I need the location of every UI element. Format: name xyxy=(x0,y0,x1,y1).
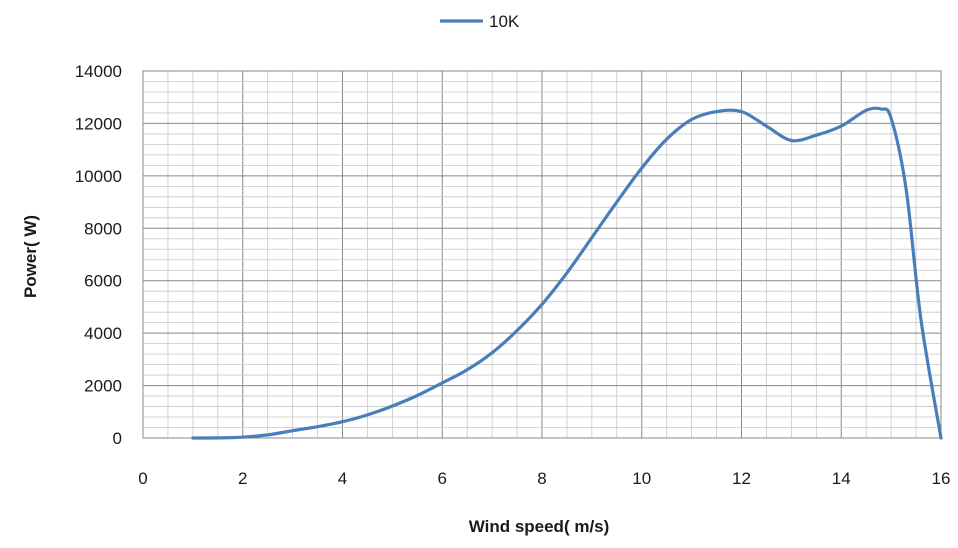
x-tick-label: 4 xyxy=(338,469,347,488)
x-tick-label: 0 xyxy=(138,469,147,488)
plot-border xyxy=(142,70,942,439)
y-axis-title: Power( W) xyxy=(21,215,40,298)
y-tick-label: 12000 xyxy=(75,114,122,133)
x-tick-label: 10 xyxy=(632,469,651,488)
y-tick-label: 2000 xyxy=(84,377,122,396)
x-tick-label: 16 xyxy=(932,469,951,488)
x-tick-label: 6 xyxy=(438,469,447,488)
x-axis-ticks: 0 2 4 6 8 10 12 14 16 xyxy=(138,469,950,488)
legend-label-10k: 10K xyxy=(489,12,520,31)
y-tick-label: 6000 xyxy=(84,272,122,291)
series-layer xyxy=(191,106,943,440)
x-tick-label: 12 xyxy=(732,469,751,488)
y-tick-label: 10000 xyxy=(75,167,122,186)
series-line-10k xyxy=(191,106,943,440)
y-tick-label: 14000 xyxy=(75,62,122,81)
x-tick-label: 8 xyxy=(537,469,546,488)
legend: 10K xyxy=(440,12,520,31)
x-axis-title: Wind speed( m/s) xyxy=(469,517,610,536)
y-tick-label: 8000 xyxy=(84,219,122,238)
plot-grid xyxy=(142,70,942,439)
y-tick-label: 0 xyxy=(113,429,122,448)
y-axis-ticks: 0 2000 4000 6000 8000 10000 12000 14000 xyxy=(75,62,122,448)
y-tick-label: 4000 xyxy=(84,324,122,343)
x-tick-label: 14 xyxy=(832,469,851,488)
x-tick-label: 2 xyxy=(238,469,247,488)
